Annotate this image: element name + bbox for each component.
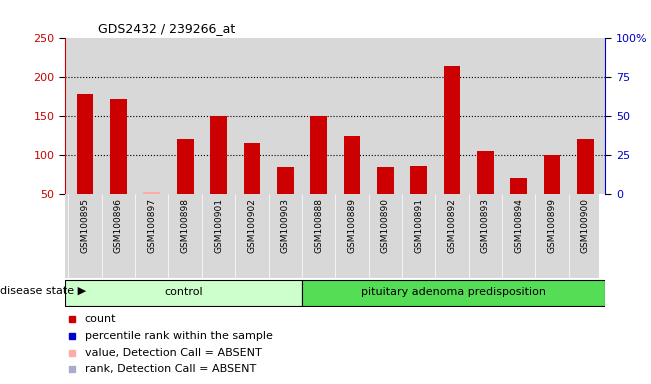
Bar	[377, 167, 394, 194]
Text: GSM100902: GSM100902	[247, 198, 256, 253]
Bar	[544, 155, 561, 194]
Text: pituitary adenoma predisposition: pituitary adenoma predisposition	[361, 287, 546, 297]
Text: control: control	[164, 287, 203, 297]
Text: value, Detection Call = ABSENT: value, Detection Call = ABSENT	[85, 348, 262, 358]
Text: GSM100891: GSM100891	[414, 198, 423, 253]
Text: GSM100892: GSM100892	[447, 198, 456, 253]
Bar	[65, 280, 302, 306]
Text: GSM100898: GSM100898	[181, 198, 189, 253]
Bar	[410, 166, 427, 194]
Text: GSM100894: GSM100894	[514, 198, 523, 253]
Bar	[577, 139, 594, 194]
Text: GSM100893: GSM100893	[481, 198, 490, 253]
Bar	[77, 94, 94, 194]
Bar	[510, 179, 527, 194]
Text: GSM100903: GSM100903	[281, 198, 290, 253]
Text: GSM100890: GSM100890	[381, 198, 390, 253]
Text: GSM100900: GSM100900	[581, 198, 590, 253]
Bar	[143, 192, 160, 194]
Text: count: count	[85, 314, 116, 324]
Text: GSM100896: GSM100896	[114, 198, 123, 253]
Text: GSM100888: GSM100888	[314, 198, 323, 253]
Bar	[344, 136, 360, 194]
Text: rank, Detection Call = ABSENT: rank, Detection Call = ABSENT	[85, 364, 256, 374]
Bar	[302, 280, 605, 306]
Text: GSM100895: GSM100895	[81, 198, 90, 253]
Text: disease state ▶: disease state ▶	[0, 286, 86, 296]
Bar	[477, 151, 493, 194]
Bar	[311, 116, 327, 194]
Bar	[177, 139, 193, 194]
Text: percentile rank within the sample: percentile rank within the sample	[85, 331, 273, 341]
Text: GSM100899: GSM100899	[547, 198, 557, 253]
Text: GDS2432 / 239266_at: GDS2432 / 239266_at	[98, 22, 235, 35]
Bar	[444, 66, 460, 194]
Bar	[110, 99, 127, 194]
Bar	[243, 142, 260, 194]
Text: GSM100897: GSM100897	[147, 198, 156, 253]
Bar	[210, 116, 227, 194]
Bar	[277, 167, 294, 194]
Text: GSM100901: GSM100901	[214, 198, 223, 253]
Text: GSM100889: GSM100889	[348, 198, 357, 253]
